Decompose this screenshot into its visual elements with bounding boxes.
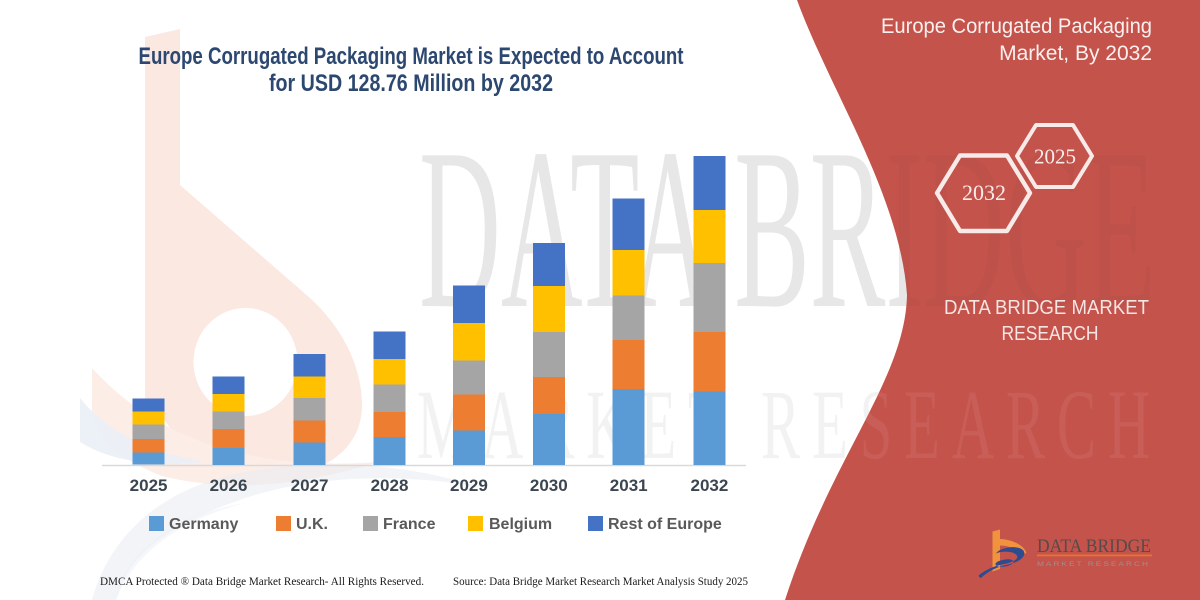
svg-text:MARKET RESEARCH: MARKET RESEARCH	[1037, 561, 1150, 568]
svg-text:Belgium: Belgium	[489, 516, 552, 533]
svg-text:2030: 2030	[530, 476, 568, 495]
svg-text:2032: 2032	[962, 180, 1006, 205]
svg-text:RESEARCH: RESEARCH	[1002, 323, 1099, 345]
svg-text:2026: 2026	[210, 476, 248, 495]
svg-text:2031: 2031	[610, 476, 648, 495]
svg-text:France: France	[383, 516, 436, 533]
svg-text:Europe Corrugated Packaging: Europe Corrugated Packaging	[881, 15, 1152, 38]
svg-text:Germany: Germany	[169, 516, 238, 533]
svg-text:DATA BRIDGE: DATA BRIDGE	[1037, 536, 1151, 557]
svg-text:2028: 2028	[371, 476, 409, 495]
svg-text:2025: 2025	[130, 476, 168, 495]
svg-text:2025: 2025	[1034, 145, 1076, 169]
svg-text:DMCA Protected ® Data Bridge M: DMCA Protected ® Data Bridge Market Rese…	[100, 574, 424, 588]
svg-text:Source: Data Bridge Market Res: Source: Data Bridge Market Research Mark…	[453, 574, 748, 588]
svg-text:Market, By 2032: Market, By 2032	[999, 42, 1152, 65]
svg-text:for USD 128.76 Million by 2032: for USD 128.76 Million by 2032	[269, 70, 553, 97]
svg-text:Europe Corrugated Packaging Ma: Europe Corrugated Packaging Market is Ex…	[139, 43, 684, 70]
svg-text:2029: 2029	[450, 476, 488, 495]
svg-text:2032: 2032	[690, 476, 728, 495]
svg-text:U.K.: U.K.	[296, 516, 328, 533]
svg-text:DATA BRIDGE MARKET: DATA BRIDGE MARKET	[944, 297, 1149, 319]
svg-text:Rest of Europe: Rest of Europe	[608, 516, 722, 533]
svg-text:2027: 2027	[291, 476, 329, 495]
